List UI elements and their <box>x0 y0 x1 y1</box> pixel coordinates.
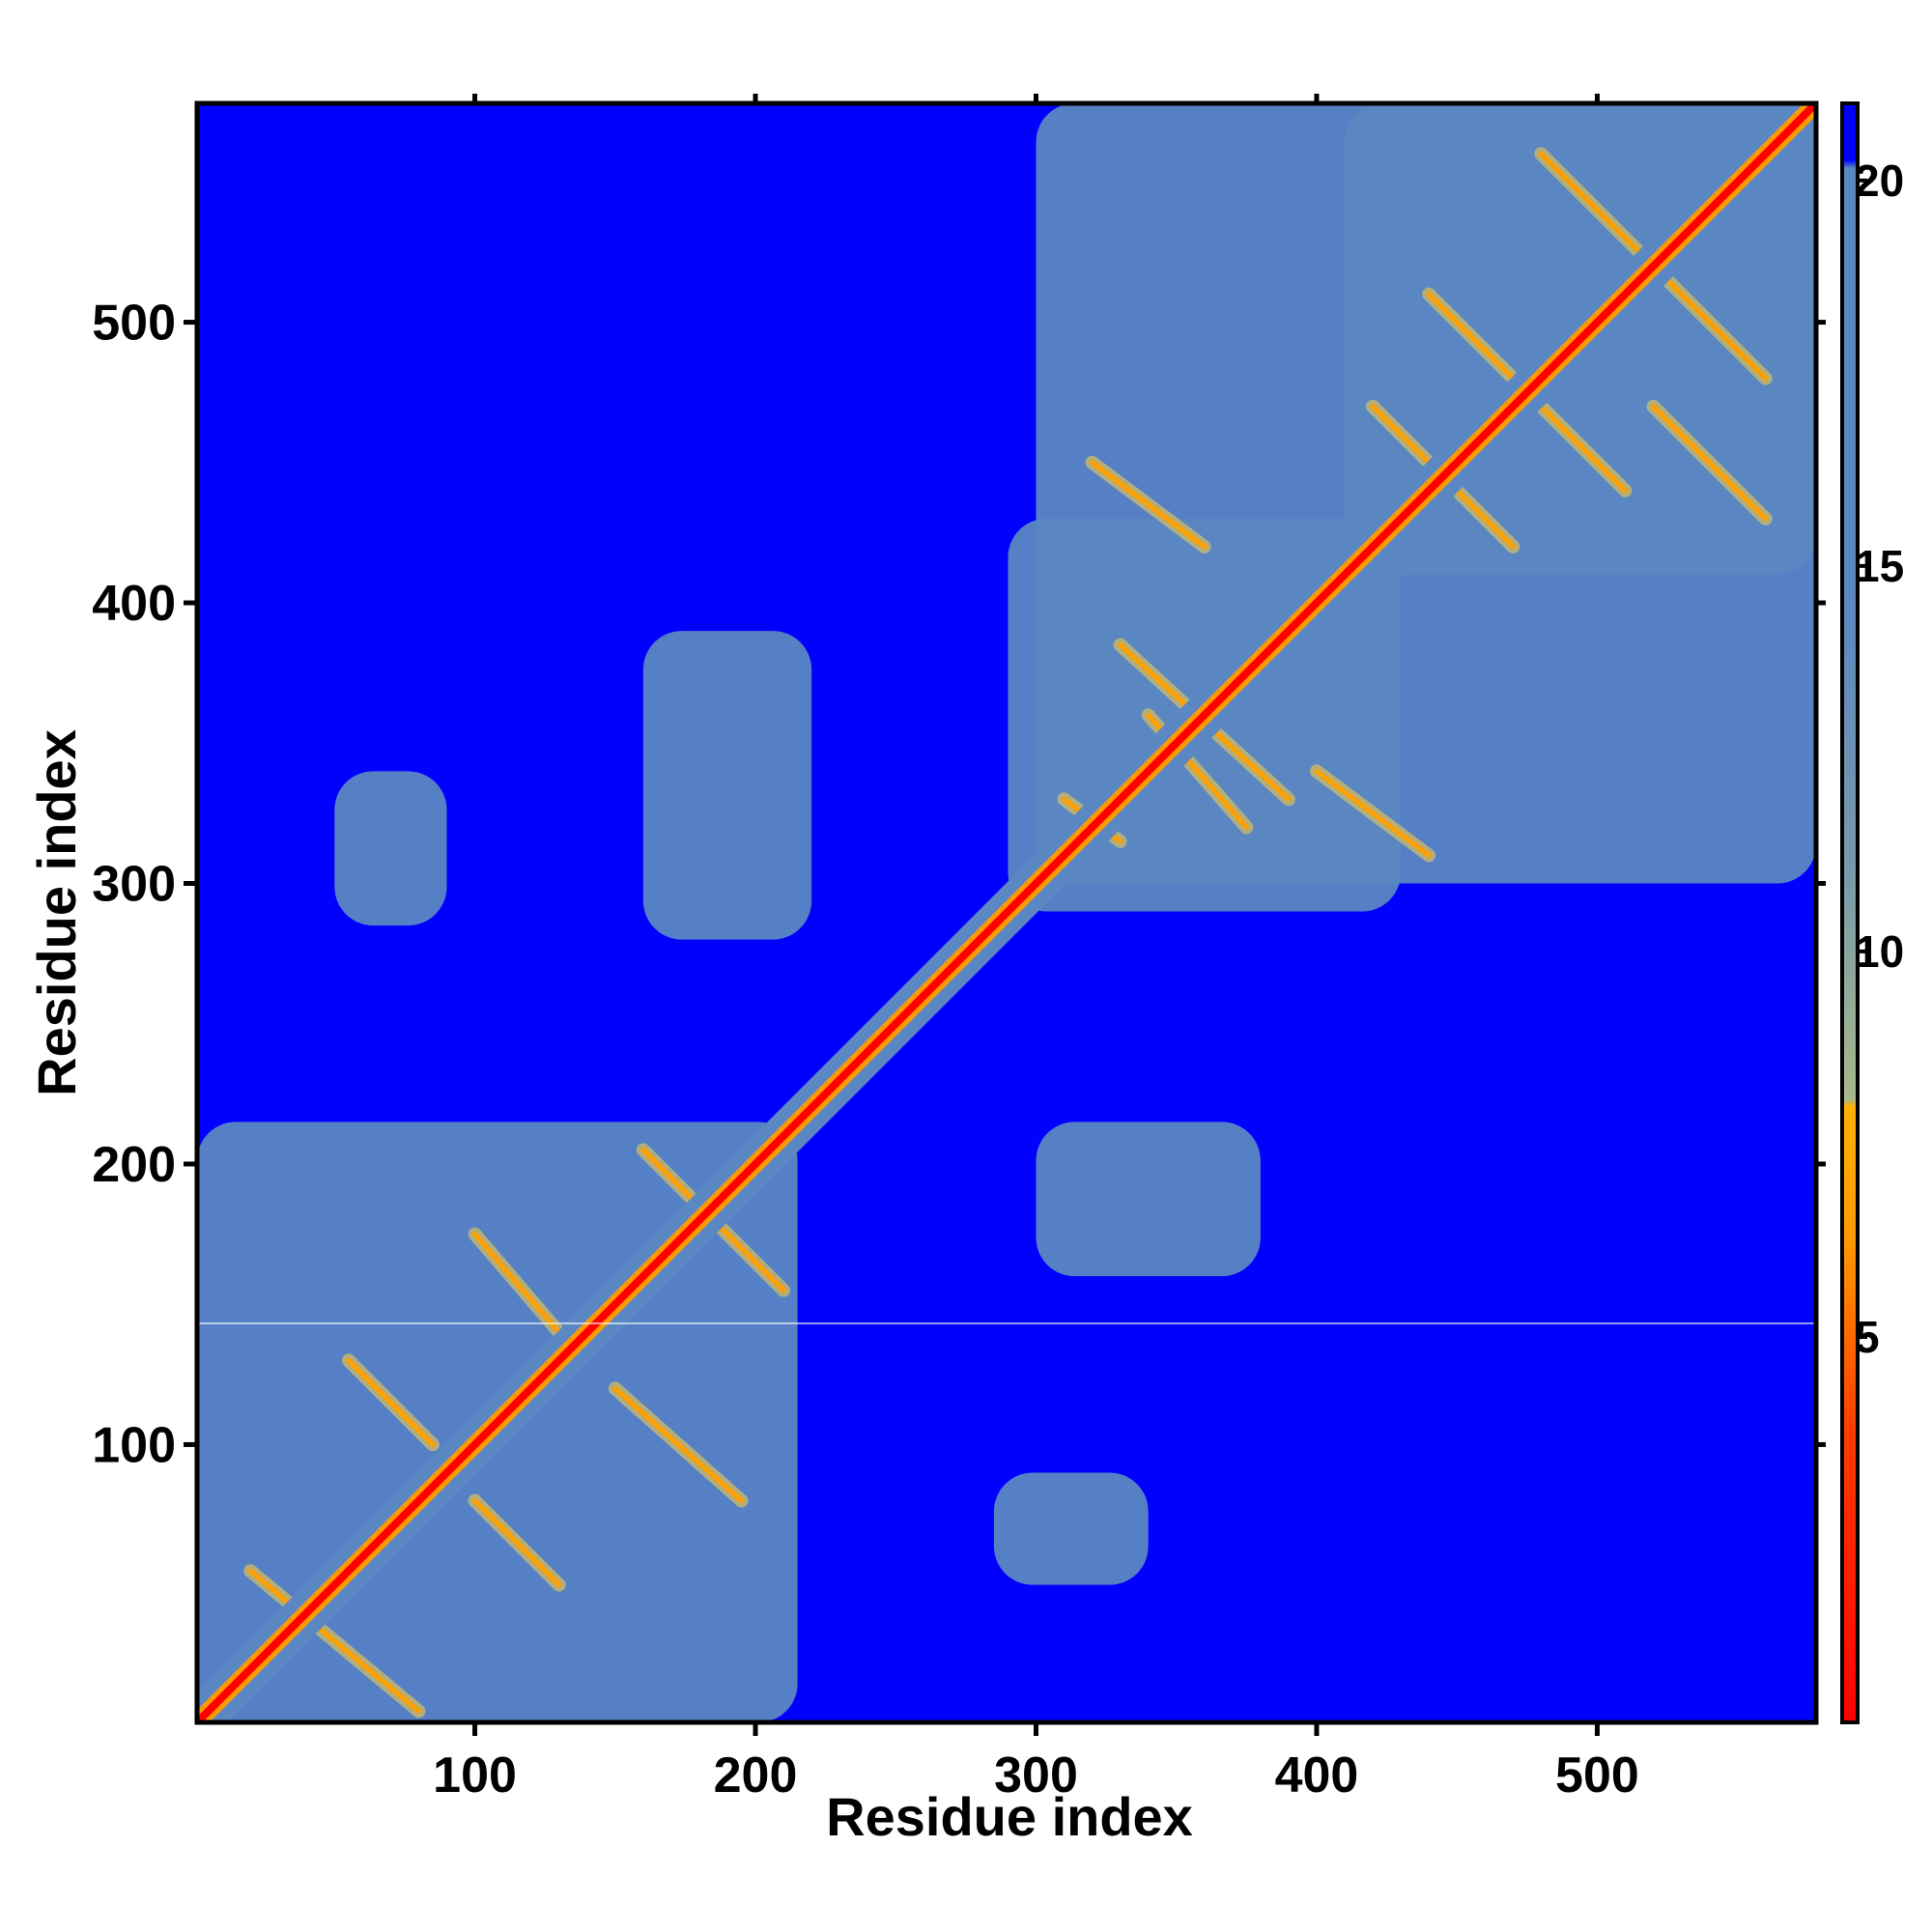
contact-line-14 <box>1651 404 1769 522</box>
heatmap-block-5 <box>993 1472 1149 1585</box>
x-tick-label-200: 200 <box>714 1747 798 1804</box>
y-tick-label-100: 100 <box>92 1417 176 1473</box>
x-axis-title: Residue index <box>826 1786 1193 1847</box>
heatmap-block-6 <box>642 631 812 940</box>
y-tick-label-400: 400 <box>92 576 176 632</box>
colorbar: 5 10 15 20 <box>1840 101 1904 1724</box>
colorbar-gradient <box>1840 101 1860 1724</box>
x-tick-label-300: 300 <box>994 1747 1078 1804</box>
right-axis-ticks <box>1816 320 1826 1447</box>
top-axis-ticks <box>472 94 1600 103</box>
contact-line-2 <box>472 1498 562 1588</box>
contact-line-3 <box>472 1232 562 1335</box>
contact-line-9 <box>1314 768 1432 858</box>
x-axis: 100 200 300 400 500 <box>433 1722 1639 1804</box>
y-tick-label-200: 200 <box>92 1137 176 1193</box>
colorbar-tick-label-20: 20 <box>1855 156 1904 206</box>
y-tick-label-300: 300 <box>92 857 176 913</box>
colorbar-ticks: 5 10 15 20 <box>1855 156 1904 1362</box>
colorbar-tick-label-10: 10 <box>1855 926 1904 977</box>
heatmap-contact-lines <box>197 103 1816 1722</box>
colorbar-tick-label-15: 15 <box>1855 541 1904 591</box>
y-axis-title: Residue index <box>26 729 87 1096</box>
heatmap-block-7 <box>334 771 447 926</box>
heatmap-plot <box>194 100 1819 1725</box>
contact-line-0 <box>247 1568 421 1714</box>
x-tick-label-500: 500 <box>1555 1747 1639 1804</box>
y-axis: 100 200 300 400 500 <box>92 296 197 1473</box>
contact-line-1 <box>346 1357 436 1447</box>
x-tick-label-100: 100 <box>433 1747 517 1804</box>
contact-line-13 <box>1090 460 1208 550</box>
x-tick-label-400: 400 <box>1275 1747 1359 1804</box>
colorbar-tick-label-5: 5 <box>1855 1312 1880 1362</box>
heatmap-block-4 <box>1036 1122 1261 1277</box>
contact-line-5 <box>612 1385 745 1504</box>
y-tick-label-500: 500 <box>92 296 176 352</box>
plot-frame <box>194 100 1819 1725</box>
diagonal-line <box>197 103 1816 1722</box>
